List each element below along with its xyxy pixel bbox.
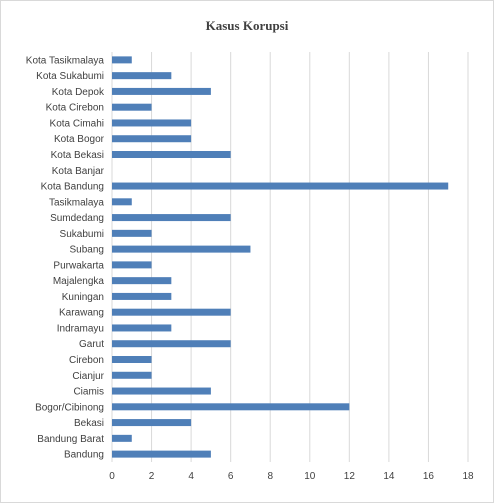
bar-8	[112, 182, 449, 190]
category-label: Cirebon	[69, 355, 104, 366]
category-label: Cianjur	[72, 371, 104, 382]
category-label: Kota Cimahi	[50, 118, 104, 129]
category-label: Kota Tasikmalaya	[26, 55, 105, 66]
x-tick-label: 14	[383, 471, 395, 482]
bar-25	[112, 450, 211, 458]
bar-13	[112, 261, 152, 269]
category-label: Subang	[70, 245, 104, 256]
category-label: Kuningan	[62, 292, 104, 303]
category-label: Kota Depok	[52, 87, 105, 98]
bar-23	[112, 419, 192, 427]
category-label: Bandung	[64, 450, 104, 461]
category-label: Kota Sukabumi	[36, 71, 104, 82]
x-tick-label: 16	[423, 471, 435, 482]
bar-12	[112, 245, 251, 253]
bar-9	[112, 198, 132, 206]
x-tick-label: 18	[462, 471, 474, 482]
bar-6	[112, 151, 231, 158]
bar-17	[112, 324, 172, 332]
category-label: Kota Bandung	[41, 182, 104, 193]
x-tick-label: 12	[344, 471, 356, 482]
category-label: Bogor/Cibinong	[35, 402, 104, 413]
bar-5	[112, 135, 192, 143]
x-tick-label: 2	[149, 471, 155, 482]
bar-10	[112, 214, 231, 222]
bar-19	[112, 356, 152, 363]
category-label: Kota Bekasi	[51, 150, 104, 161]
x-tick-label: 4	[188, 471, 194, 482]
bar-20	[112, 371, 152, 379]
category-label: Sukabumi	[60, 229, 104, 240]
category-label: Bandung Barat	[37, 434, 104, 445]
chart-title: Kasus Korupsi	[205, 18, 289, 33]
category-label: Kota Cirebon	[46, 103, 104, 114]
bar-1	[112, 72, 172, 80]
category-label: Kota Banjar	[52, 166, 105, 177]
bar-0	[112, 56, 132, 64]
bar-2	[112, 87, 211, 95]
category-label: Purwakarta	[53, 260, 104, 271]
x-tick-label: 6	[228, 471, 234, 482]
x-tick-label: 10	[304, 471, 316, 482]
bar-14	[112, 277, 172, 285]
category-label: Tasikmalaya	[49, 197, 104, 208]
bar-21	[112, 387, 211, 395]
category-label: Sumdedang	[50, 213, 104, 224]
bar-18	[112, 340, 231, 348]
bar-4	[112, 119, 192, 127]
category-label: Bekasi	[74, 418, 104, 429]
x-tick-label: 8	[267, 471, 273, 482]
category-label: Indramayu	[57, 323, 104, 334]
x-tick-label: 0	[109, 471, 115, 482]
bar-11	[112, 229, 152, 237]
bar-16	[112, 308, 231, 316]
category-label: Garut	[79, 339, 104, 350]
bar-15	[112, 292, 172, 300]
category-label: Kota Bogor	[54, 134, 105, 145]
category-label: Karawang	[59, 308, 104, 319]
bar-24	[112, 434, 132, 442]
bar-22	[112, 403, 350, 411]
bar-3	[112, 103, 152, 111]
category-label: Ciamis	[73, 387, 104, 398]
category-label: Majalengka	[53, 276, 105, 287]
